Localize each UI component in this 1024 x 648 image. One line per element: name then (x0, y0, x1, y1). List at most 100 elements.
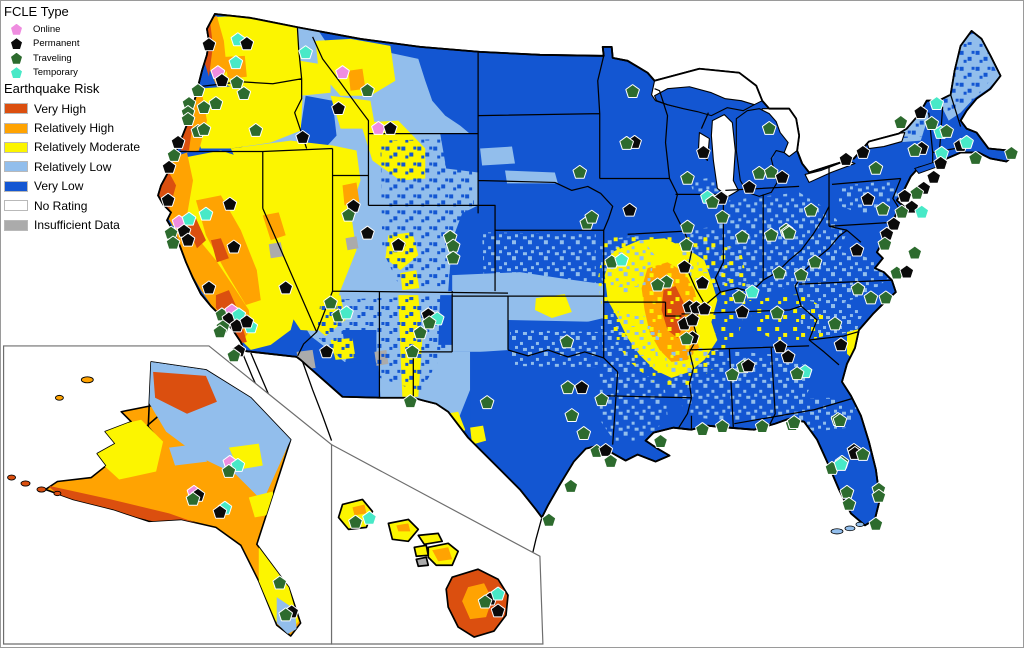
fcle-marker-traveling[interactable] (695, 422, 710, 436)
fcle-marker-traveling[interactable] (679, 237, 694, 252)
fcle-marker-traveling[interactable] (576, 426, 592, 440)
fcle-marker-traveling[interactable] (715, 209, 730, 224)
fcle-marker-permanent[interactable] (319, 344, 334, 359)
fcle-marker-traveling[interactable] (278, 607, 293, 622)
fcle-marker-permanent[interactable] (222, 196, 238, 211)
fcle-marker-traveling[interactable] (564, 408, 580, 423)
fcle-marker-traveling[interactable] (421, 315, 437, 330)
fcle-marker-traveling[interactable] (907, 142, 923, 157)
fcle-marker-traveling[interactable] (341, 207, 356, 222)
fcle-marker-traveling[interactable] (680, 219, 695, 234)
fcle-marker-permanent[interactable] (239, 314, 255, 329)
fcle-marker-temporary[interactable] (833, 456, 849, 471)
fcle-marker-traveling[interactable] (855, 447, 871, 461)
fcle-marker-permanent[interactable] (278, 280, 293, 295)
fcle-marker-online[interactable] (335, 65, 350, 80)
fcle-marker-permanent[interactable] (913, 105, 928, 119)
fcle-marker-permanent[interactable] (331, 101, 346, 115)
fcle-marker-permanent[interactable] (838, 151, 854, 166)
fcle-marker-traveling[interactable] (789, 366, 805, 381)
fcle-marker-traveling[interactable] (732, 289, 747, 304)
fcle-marker-permanent[interactable] (180, 232, 196, 247)
fcle-marker-permanent[interactable] (360, 225, 375, 240)
fcle-marker-traveling[interactable] (541, 512, 557, 527)
fcle-marker-traveling[interactable] (584, 209, 600, 224)
fcle-marker-traveling[interactable] (208, 96, 224, 111)
fcle-marker-traveling[interactable] (619, 135, 634, 150)
fcle-marker-traveling[interactable] (939, 124, 954, 138)
fcle-marker-permanent[interactable] (677, 259, 692, 274)
fcle-marker-permanent[interactable] (226, 239, 242, 254)
fcle-marker-traveling[interactable] (868, 160, 884, 175)
fcle-marker-traveling[interactable] (893, 115, 909, 129)
fcle-marker-traveling[interactable] (968, 150, 983, 165)
fcle-marker-traveling[interactable] (650, 277, 665, 292)
fcle-marker-permanent[interactable] (622, 202, 637, 217)
fcle-marker-traveling[interactable] (479, 395, 495, 410)
fcle-marker-permanent[interactable] (855, 144, 871, 159)
fcle-marker-traveling[interactable] (769, 305, 785, 320)
fcle-marker-permanent[interactable] (160, 192, 176, 207)
fcle-marker-traveling[interactable] (863, 290, 879, 305)
fcle-marker-traveling[interactable] (868, 516, 884, 531)
fcle-marker-traveling[interactable] (786, 415, 802, 430)
fcle-marker-traveling[interactable] (907, 245, 923, 260)
fcle-marker-permanent[interactable] (899, 264, 915, 279)
fcle-marker-traveling[interactable] (221, 463, 237, 478)
fcle-marker-traveling[interactable] (190, 83, 206, 98)
fcle-marker-traveling[interactable] (871, 488, 887, 503)
fcle-marker-traveling[interactable] (185, 491, 201, 506)
fcle-marker-traveling[interactable] (754, 419, 770, 434)
fcle-marker-temporary[interactable] (744, 284, 760, 299)
fcle-marker-permanent[interactable] (933, 155, 948, 170)
fcle-marker-permanent[interactable] (295, 130, 310, 144)
fcle-marker-permanent[interactable] (201, 37, 217, 52)
fcle-marker-permanent[interactable] (780, 349, 796, 364)
fcle-marker-traveling[interactable] (827, 316, 843, 331)
fcle-marker-permanent[interactable] (212, 504, 228, 519)
fcle-marker-traveling[interactable] (761, 121, 777, 135)
fcle-marker-traveling[interactable] (226, 348, 242, 363)
fcle-marker-traveling[interactable] (180, 112, 196, 126)
fcle-marker-permanent[interactable] (926, 169, 941, 184)
fcle-marker-traveling[interactable] (909, 185, 925, 200)
fcle-marker-traveling[interactable] (323, 295, 338, 310)
fcle-marker-permanent[interactable] (383, 121, 398, 135)
fcle-marker-temporary[interactable] (914, 204, 929, 219)
fcle-marker-traveling[interactable] (248, 123, 264, 137)
fcle-marker-temporary[interactable] (490, 586, 506, 601)
fcle-marker-temporary[interactable] (228, 55, 244, 70)
fcle-marker-traveling[interactable] (781, 225, 797, 240)
fcle-marker-traveling[interactable] (653, 434, 668, 448)
fcle-marker-permanent[interactable] (696, 144, 711, 159)
fcle-marker-traveling[interactable] (445, 250, 461, 265)
fcle-marker-temporary[interactable] (181, 211, 197, 226)
fcle-marker-permanent[interactable] (860, 191, 876, 206)
fcle-marker-traveling[interactable] (924, 116, 939, 130)
fcle-marker-temporary[interactable] (198, 206, 214, 221)
fcle-marker-traveling[interactable] (165, 235, 181, 250)
fcle-marker-traveling[interactable] (894, 204, 910, 219)
fcle-marker-traveling[interactable] (705, 194, 720, 209)
fcle-marker-traveling[interactable] (763, 227, 779, 242)
fcle-marker-traveling[interactable] (832, 413, 848, 428)
fcle-marker-traveling[interactable] (771, 265, 787, 280)
fcle-marker-permanent[interactable] (772, 339, 788, 354)
fcle-marker-permanent[interactable] (170, 134, 186, 149)
fcle-marker-traveling[interactable] (875, 201, 891, 216)
fcle-marker-traveling[interactable] (360, 83, 375, 98)
fcle-marker-traveling[interactable] (403, 394, 418, 409)
fcle-marker-traveling[interactable] (877, 236, 893, 251)
fcle-marker-traveling[interactable] (763, 164, 779, 179)
fcle-marker-traveling[interactable] (715, 419, 730, 434)
fcle-marker-permanent[interactable] (735, 304, 750, 319)
fcle-marker-traveling[interactable] (348, 514, 363, 529)
fcle-marker-traveling[interactable] (563, 478, 579, 493)
fcle-marker-traveling[interactable] (594, 392, 609, 407)
fcle-marker-permanent[interactable] (897, 188, 913, 203)
fcle-marker-traveling[interactable] (272, 575, 287, 590)
fcle-marker-traveling[interactable] (572, 164, 588, 179)
fcle-marker-traveling[interactable] (229, 75, 245, 90)
fcle-marker-permanent[interactable] (490, 603, 506, 618)
fcle-marker-temporary[interactable] (339, 305, 354, 320)
